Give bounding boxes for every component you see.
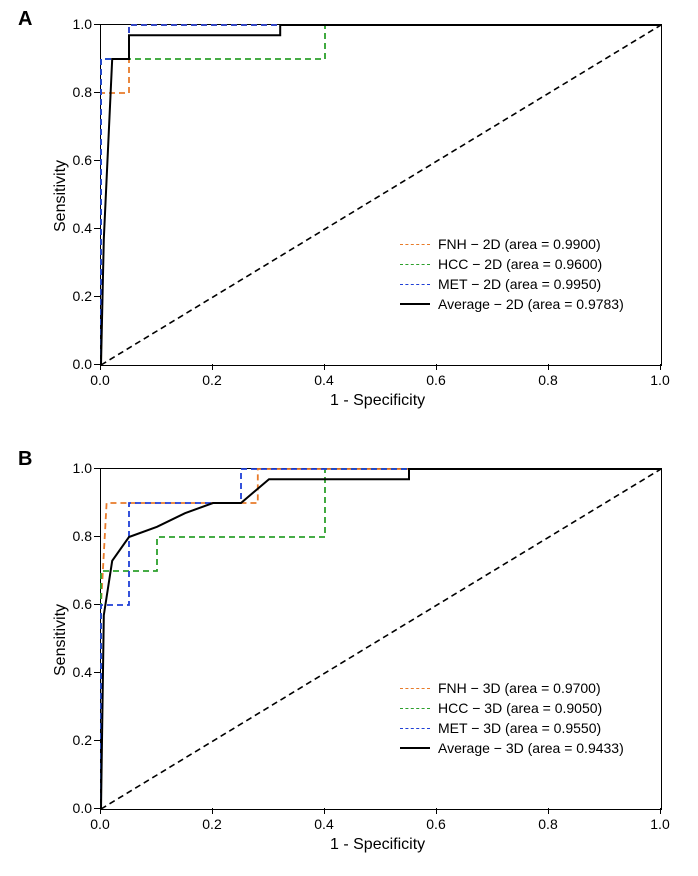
x-tick-label: 0.8 xyxy=(538,372,557,388)
y-tick-label: 0.8 xyxy=(64,528,92,544)
y-tick-mark xyxy=(94,364,100,365)
x-tick-mark xyxy=(548,364,549,370)
legend-swatch xyxy=(400,264,430,265)
legend-swatch xyxy=(400,688,430,689)
x-tick-mark xyxy=(212,364,213,370)
x-tick-label: 0.4 xyxy=(314,816,333,832)
legend-row: FNH − 3D (area = 0.9700) xyxy=(400,678,624,698)
legend-swatch xyxy=(400,284,430,285)
y-tick-label: 0.8 xyxy=(64,84,92,100)
x-tick-label: 0.0 xyxy=(90,816,109,832)
x-tick-mark xyxy=(100,808,101,814)
legend-A: FNH − 2D (area = 0.9900) HCC − 2D (area =… xyxy=(400,234,624,314)
x-tick-mark xyxy=(100,364,101,370)
legend-label: HCC − 2D (area = 0.9600) xyxy=(438,256,602,272)
x-axis-label: 1 - Specificity xyxy=(330,392,425,410)
y-tick-label: 0.2 xyxy=(64,732,92,748)
diagonal-line xyxy=(101,469,661,809)
x-axis-label: 1 - Specificity xyxy=(330,836,425,854)
x-tick-label: 0.6 xyxy=(426,816,445,832)
x-tick-label: 0.8 xyxy=(538,816,557,832)
x-tick-label: 0.0 xyxy=(90,372,109,388)
legend-label: FNH − 3D (area = 0.9700) xyxy=(438,680,601,696)
x-tick-mark xyxy=(436,808,437,814)
y-tick-mark xyxy=(94,24,100,25)
y-tick-mark xyxy=(94,92,100,93)
y-axis-label: Sensitivity xyxy=(52,160,70,232)
x-tick-mark xyxy=(436,364,437,370)
legend-swatch xyxy=(400,244,430,245)
y-tick-label: 0.0 xyxy=(64,356,92,372)
legend-label: FNH − 2D (area = 0.9900) xyxy=(438,236,601,252)
legend-row: Average − 3D (area = 0.9433) xyxy=(400,738,624,758)
legend-row: MET − 2D (area = 0.9950) xyxy=(400,274,624,294)
legend-swatch xyxy=(400,708,430,709)
roc-curve-1 xyxy=(101,25,661,365)
roc-curve-2 xyxy=(101,25,661,365)
legend-label: MET − 2D (area = 0.9950) xyxy=(438,276,601,292)
legend-row: Average − 2D (area = 0.9783) xyxy=(400,294,624,314)
x-tick-label: 0.2 xyxy=(202,816,221,832)
plot-svg-B xyxy=(101,469,661,809)
x-tick-label: 0.4 xyxy=(314,372,333,388)
roc-curve-3 xyxy=(101,469,661,809)
legend-swatch xyxy=(400,747,430,749)
legend-label: Average − 3D (area = 0.9433) xyxy=(438,740,624,756)
x-tick-mark xyxy=(660,808,661,814)
y-tick-mark xyxy=(94,672,100,673)
legend-row: HCC − 2D (area = 0.9600) xyxy=(400,254,624,274)
y-tick-mark xyxy=(94,228,100,229)
legend-row: MET − 3D (area = 0.9550) xyxy=(400,718,624,738)
plot-area-B xyxy=(100,468,662,810)
roc-curve-1 xyxy=(101,469,661,809)
y-axis-label: Sensitivity xyxy=(52,604,70,676)
x-tick-label: 1.0 xyxy=(650,816,669,832)
roc-curve-0 xyxy=(101,25,661,365)
y-tick-mark xyxy=(94,604,100,605)
roc-curve-0 xyxy=(101,469,661,809)
panel-label-A: A xyxy=(18,8,32,31)
legend-swatch xyxy=(400,303,430,305)
roc-curve-2 xyxy=(101,469,661,809)
y-tick-mark xyxy=(94,740,100,741)
legend-label: MET − 3D (area = 0.9550) xyxy=(438,720,601,736)
y-tick-mark xyxy=(94,296,100,297)
y-tick-label: 1.0 xyxy=(64,16,92,32)
figure-root: A 0.0 0.2 0.4 0.6 0.8 1.0 0.0 0.2 0.4 0.6 0.8 1.0 1 -… xyxy=(0,0,698,876)
legend-row: FNH − 2D (area = 0.9900) xyxy=(400,234,624,254)
x-tick-label: 0.2 xyxy=(202,372,221,388)
plot-svg-A xyxy=(101,25,661,365)
legend-label: Average − 2D (area = 0.9783) xyxy=(438,296,624,312)
plot-area-A xyxy=(100,24,662,366)
legend-B: FNH − 3D (area = 0.9700) HCC − 3D (area =… xyxy=(400,678,624,758)
y-tick-label: 0.2 xyxy=(64,288,92,304)
y-tick-mark xyxy=(94,160,100,161)
y-tick-label: 0.0 xyxy=(64,800,92,816)
x-tick-label: 0.6 xyxy=(426,372,445,388)
y-tick-label: 1.0 xyxy=(64,460,92,476)
roc-curve-3 xyxy=(101,25,661,365)
x-tick-mark xyxy=(324,808,325,814)
legend-swatch xyxy=(400,728,430,729)
y-tick-mark xyxy=(94,536,100,537)
legend-row: HCC − 3D (area = 0.9050) xyxy=(400,698,624,718)
diagonal-line xyxy=(101,25,661,365)
x-tick-mark xyxy=(660,364,661,370)
x-tick-mark xyxy=(212,808,213,814)
x-tick-label: 1.0 xyxy=(650,372,669,388)
y-tick-mark xyxy=(94,808,100,809)
x-tick-mark xyxy=(324,364,325,370)
legend-label: HCC − 3D (area = 0.9050) xyxy=(438,700,602,716)
x-tick-mark xyxy=(548,808,549,814)
panel-label-B: B xyxy=(18,448,32,471)
y-tick-mark xyxy=(94,468,100,469)
